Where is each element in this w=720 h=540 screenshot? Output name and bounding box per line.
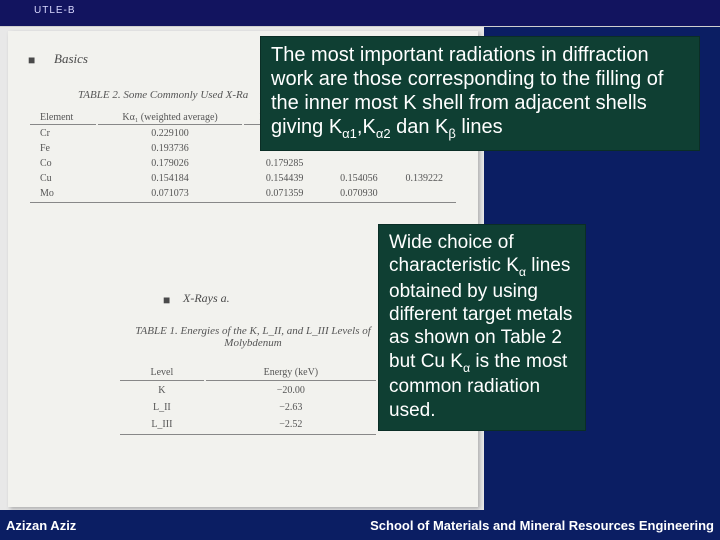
table1: Level Energy (keV) K−20.00 L_II−2.63 L_I… [118,363,378,437]
slide: UTLE-B ■ Basics TABLE 2. Some Commonly U… [0,0,720,540]
table-row: L_II−2.63 [120,400,376,415]
table-row: Cu0.1541840.1544390.1540560.139222 [30,172,456,185]
table-row: Mo0.0710730.0713590.070930 [30,187,456,200]
section-heading-basics: Basics [54,51,88,67]
top-band: UTLE-B [0,0,720,26]
table2-title: TABLE 2. Some Commonly Used X-Ra [78,89,248,101]
footer-band: Azizan Aziz School of Materials and Mine… [0,510,720,540]
table1-title: TABLE 1. Energies of the K, L_II, and L_… [123,325,383,349]
section-heading-xrays: X-Rays a. [183,291,230,306]
table1-header-row: Level Energy (keV) [120,365,376,381]
callout-k-lines: The most important radiations in diffrac… [260,36,700,151]
table2-h0: Element [30,111,96,125]
footer-school: School of Materials and Mineral Resource… [370,518,714,533]
table2-rule [30,202,456,203]
bullet-icon: ■ [163,293,170,308]
top-band-label: UTLE-B [34,5,76,16]
table-row: L_III−2.52 [120,417,376,432]
table1-h1: Energy (keV) [206,365,376,381]
footer-author: Azizan Aziz [6,518,76,533]
callout-cu-ka: Wide choice of characteristic Kα lines o… [378,224,586,431]
bullet-icon: ■ [28,53,35,68]
table1-rule [120,434,376,435]
table-row: Co0.1790260.179285 [30,157,456,170]
table2-h1: Kα₁ (weighted average) [98,111,242,125]
table-row: K−20.00 [120,383,376,398]
table1-h0: Level [120,365,204,381]
